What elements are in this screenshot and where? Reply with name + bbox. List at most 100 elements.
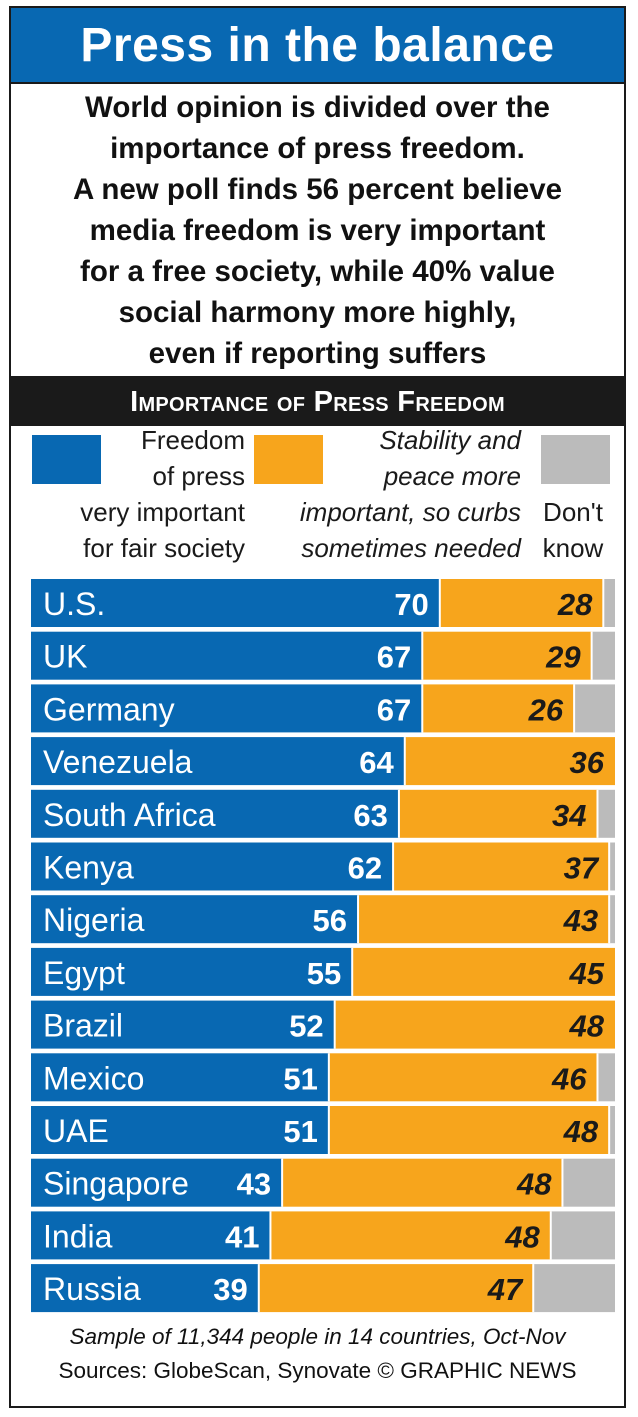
bar-dont-know	[533, 1264, 615, 1313]
chart-title-text: Importance of Press Freedom	[130, 385, 505, 418]
legend-line: for fair society	[83, 533, 245, 563]
legend-line: Don't	[543, 497, 603, 527]
data-label-stability: 48	[563, 1114, 599, 1149]
data-label-freedom: 70	[394, 587, 428, 622]
bar-freedom	[31, 1106, 329, 1154]
bar-dont-know	[597, 1053, 615, 1102]
bar-stability	[422, 684, 575, 733]
data-label-stability: 37	[564, 851, 600, 886]
category-label: Singapore	[43, 1166, 189, 1202]
category-label: Nigeria	[43, 902, 145, 938]
category-label: Kenya	[43, 850, 134, 886]
intro-line: even if reporting suffers	[148, 336, 487, 370]
bar-dont-know	[550, 1211, 615, 1260]
intro-line: World opinion is divided over the	[85, 90, 550, 124]
data-label-stability: 47	[487, 1272, 524, 1307]
bar-stability	[328, 1053, 598, 1102]
bar-dont-know	[591, 631, 615, 680]
legend-line: Stability and	[379, 425, 521, 455]
bar-stability	[422, 631, 592, 680]
sample-note: Sample of 11,344 people in 14 countries,…	[69, 1324, 566, 1349]
data-label-freedom: 41	[225, 1219, 259, 1254]
bar-dont-know	[609, 1106, 615, 1154]
stacked-bar-chart: U.S. 70 28 UK 67 29 Germany 67 26 Venezuela 64 36 So…	[31, 579, 615, 1313]
category-label: South Africa	[43, 797, 216, 833]
bar-stability	[404, 737, 615, 786]
data-label-freedom: 43	[237, 1167, 271, 1202]
bar-stability	[439, 579, 604, 627]
bar-stability	[328, 1106, 610, 1154]
intro-line: importance of press freedom.	[110, 131, 525, 165]
bar-stability	[352, 947, 615, 996]
data-label-stability: 46	[551, 1061, 587, 1096]
category-label: UK	[43, 639, 87, 675]
data-label-freedom: 56	[313, 903, 347, 938]
category-label: UAE	[43, 1113, 109, 1149]
chart-title: Importance of Press Freedom	[11, 378, 624, 426]
bar-stability	[393, 842, 610, 891]
bar-freedom	[31, 579, 440, 627]
bar-freedom	[31, 1000, 335, 1049]
data-label-stability: 43	[563, 903, 598, 938]
data-label-stability: 48	[516, 1167, 552, 1202]
bar-freedom	[31, 631, 423, 680]
page-title: Press in the balance	[11, 8, 624, 82]
legend-line: of press	[152, 461, 246, 491]
legend-label-stability: Stability and peace more important, so c…	[247, 422, 521, 566]
data-label-freedom: 63	[353, 798, 387, 833]
data-label-stability: 28	[557, 587, 593, 622]
data-label-freedom: 67	[377, 692, 411, 727]
bar-freedom	[31, 1211, 271, 1260]
data-label-freedom: 62	[348, 851, 382, 886]
data-label-freedom: 51	[283, 1114, 317, 1149]
category-label: Mexico	[43, 1060, 144, 1096]
data-label-stability: 48	[504, 1219, 540, 1254]
bar-stability	[334, 1000, 615, 1049]
data-label-freedom: 39	[213, 1272, 247, 1307]
bar-dont-know	[574, 684, 615, 733]
legend-line: sometimes needed	[301, 533, 521, 563]
bar-dont-know	[562, 1158, 615, 1207]
intro-line: social harmony more highly,	[118, 295, 517, 329]
data-label-stability: 36	[570, 745, 605, 780]
category-label: Russia	[43, 1271, 141, 1307]
bar-stability	[282, 1158, 563, 1207]
data-label-freedom: 55	[307, 956, 341, 991]
bar-dont-know	[609, 895, 615, 944]
data-label-stability: 29	[545, 640, 581, 675]
bar-freedom	[31, 895, 359, 944]
data-label-freedom: 51	[283, 1061, 317, 1096]
category-label: Venezuela	[43, 744, 193, 780]
legend-line: Freedom	[140, 425, 245, 455]
legend-line: know	[542, 533, 604, 563]
source-credit: Sources: GlobeScan, Synovate © GRAPHIC N…	[58, 1358, 577, 1383]
bar-freedom	[31, 842, 394, 891]
legend-swatch-freedom	[32, 435, 101, 484]
intro-text: World opinion is divided over the import…	[11, 82, 624, 378]
category-label: Germany	[43, 691, 175, 727]
data-label-freedom: 64	[359, 745, 394, 780]
bar-dont-know	[603, 579, 615, 627]
bar-freedom	[31, 789, 399, 838]
intro-line: for a free society, while 40% value	[80, 254, 555, 288]
data-label-freedom: 52	[289, 1009, 323, 1044]
bar-freedom	[31, 737, 405, 786]
bar-freedom	[31, 1053, 329, 1102]
intro-line: A new poll finds 56 percent believe	[72, 172, 563, 206]
legend-line: peace more	[383, 461, 521, 491]
bar-freedom	[31, 1264, 259, 1313]
bar-dont-know	[597, 789, 615, 838]
intro-line: media freedom is very important	[89, 213, 546, 247]
bar-stability	[398, 789, 598, 838]
data-label-stability: 45	[569, 956, 605, 991]
bar-stability	[358, 895, 610, 944]
legend-swatch-dont-know	[541, 435, 610, 484]
bar-freedom	[31, 947, 353, 996]
category-label: Egypt	[43, 955, 125, 991]
legend-label-freedom: Freedom of press very important for fair…	[23, 422, 245, 566]
data-label-stability: 26	[528, 692, 564, 727]
bar-freedom	[31, 684, 423, 733]
infographic-frame: Press in the balance World opinion is di…	[9, 6, 626, 1408]
legend-line: very important	[80, 497, 245, 527]
bar-freedom	[31, 1158, 283, 1207]
